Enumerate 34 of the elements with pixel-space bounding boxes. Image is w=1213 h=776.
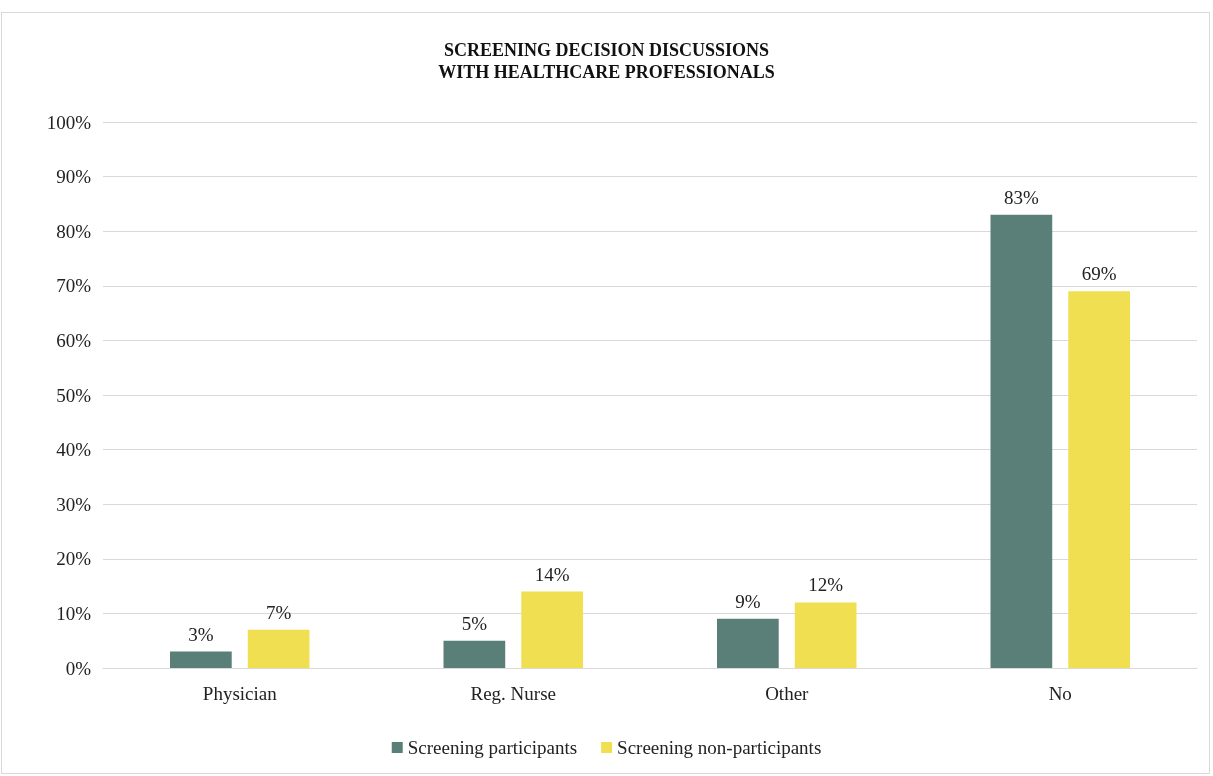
bar: [247, 629, 310, 668]
data-label: 9%: [735, 590, 761, 612]
x-tick-label: Physician: [202, 683, 278, 704]
data-label: 69%: [1081, 263, 1117, 285]
chart-title: SCREENING DECISION DISCUSSIONS WITH HEALTHCARE PROFESSIONALS: [438, 40, 775, 82]
data-label: 5%: [461, 612, 488, 634]
bar: [170, 651, 232, 668]
bar: [443, 640, 506, 668]
data-label: 12%: [808, 574, 844, 596]
y-tick-label: 80%: [56, 220, 92, 242]
y-tick-label: 20%: [56, 548, 92, 570]
bar: [990, 214, 1053, 668]
bar: [717, 618, 779, 668]
y-tick-label: 100%: [46, 111, 92, 133]
y-tick-label: 40%: [56, 439, 92, 461]
x-tick-label: Reg. Nurse: [470, 683, 556, 704]
x-tick-label: Other: [765, 683, 810, 704]
data-label: 3%: [188, 623, 214, 645]
data-label: 7%: [265, 601, 292, 623]
bar: [794, 602, 857, 668]
y-tick-label: 70%: [56, 275, 92, 297]
y-tick-label: 90%: [56, 166, 92, 188]
x-tick-label: No: [1048, 683, 1072, 704]
y-tick-label: 0%: [65, 657, 92, 679]
data-label: 14%: [534, 563, 570, 585]
legend-label: Screening participants: [407, 737, 578, 758]
y-tick-label: 30%: [56, 493, 92, 515]
y-tick-label: 60%: [56, 329, 92, 351]
bar: [1068, 291, 1130, 668]
y-tick-label: 10%: [56, 602, 92, 624]
bar: [521, 591, 583, 668]
legend-label: Screening non-participants: [617, 737, 822, 758]
y-tick-label: 50%: [56, 384, 92, 406]
data-label: 83%: [1003, 186, 1039, 208]
